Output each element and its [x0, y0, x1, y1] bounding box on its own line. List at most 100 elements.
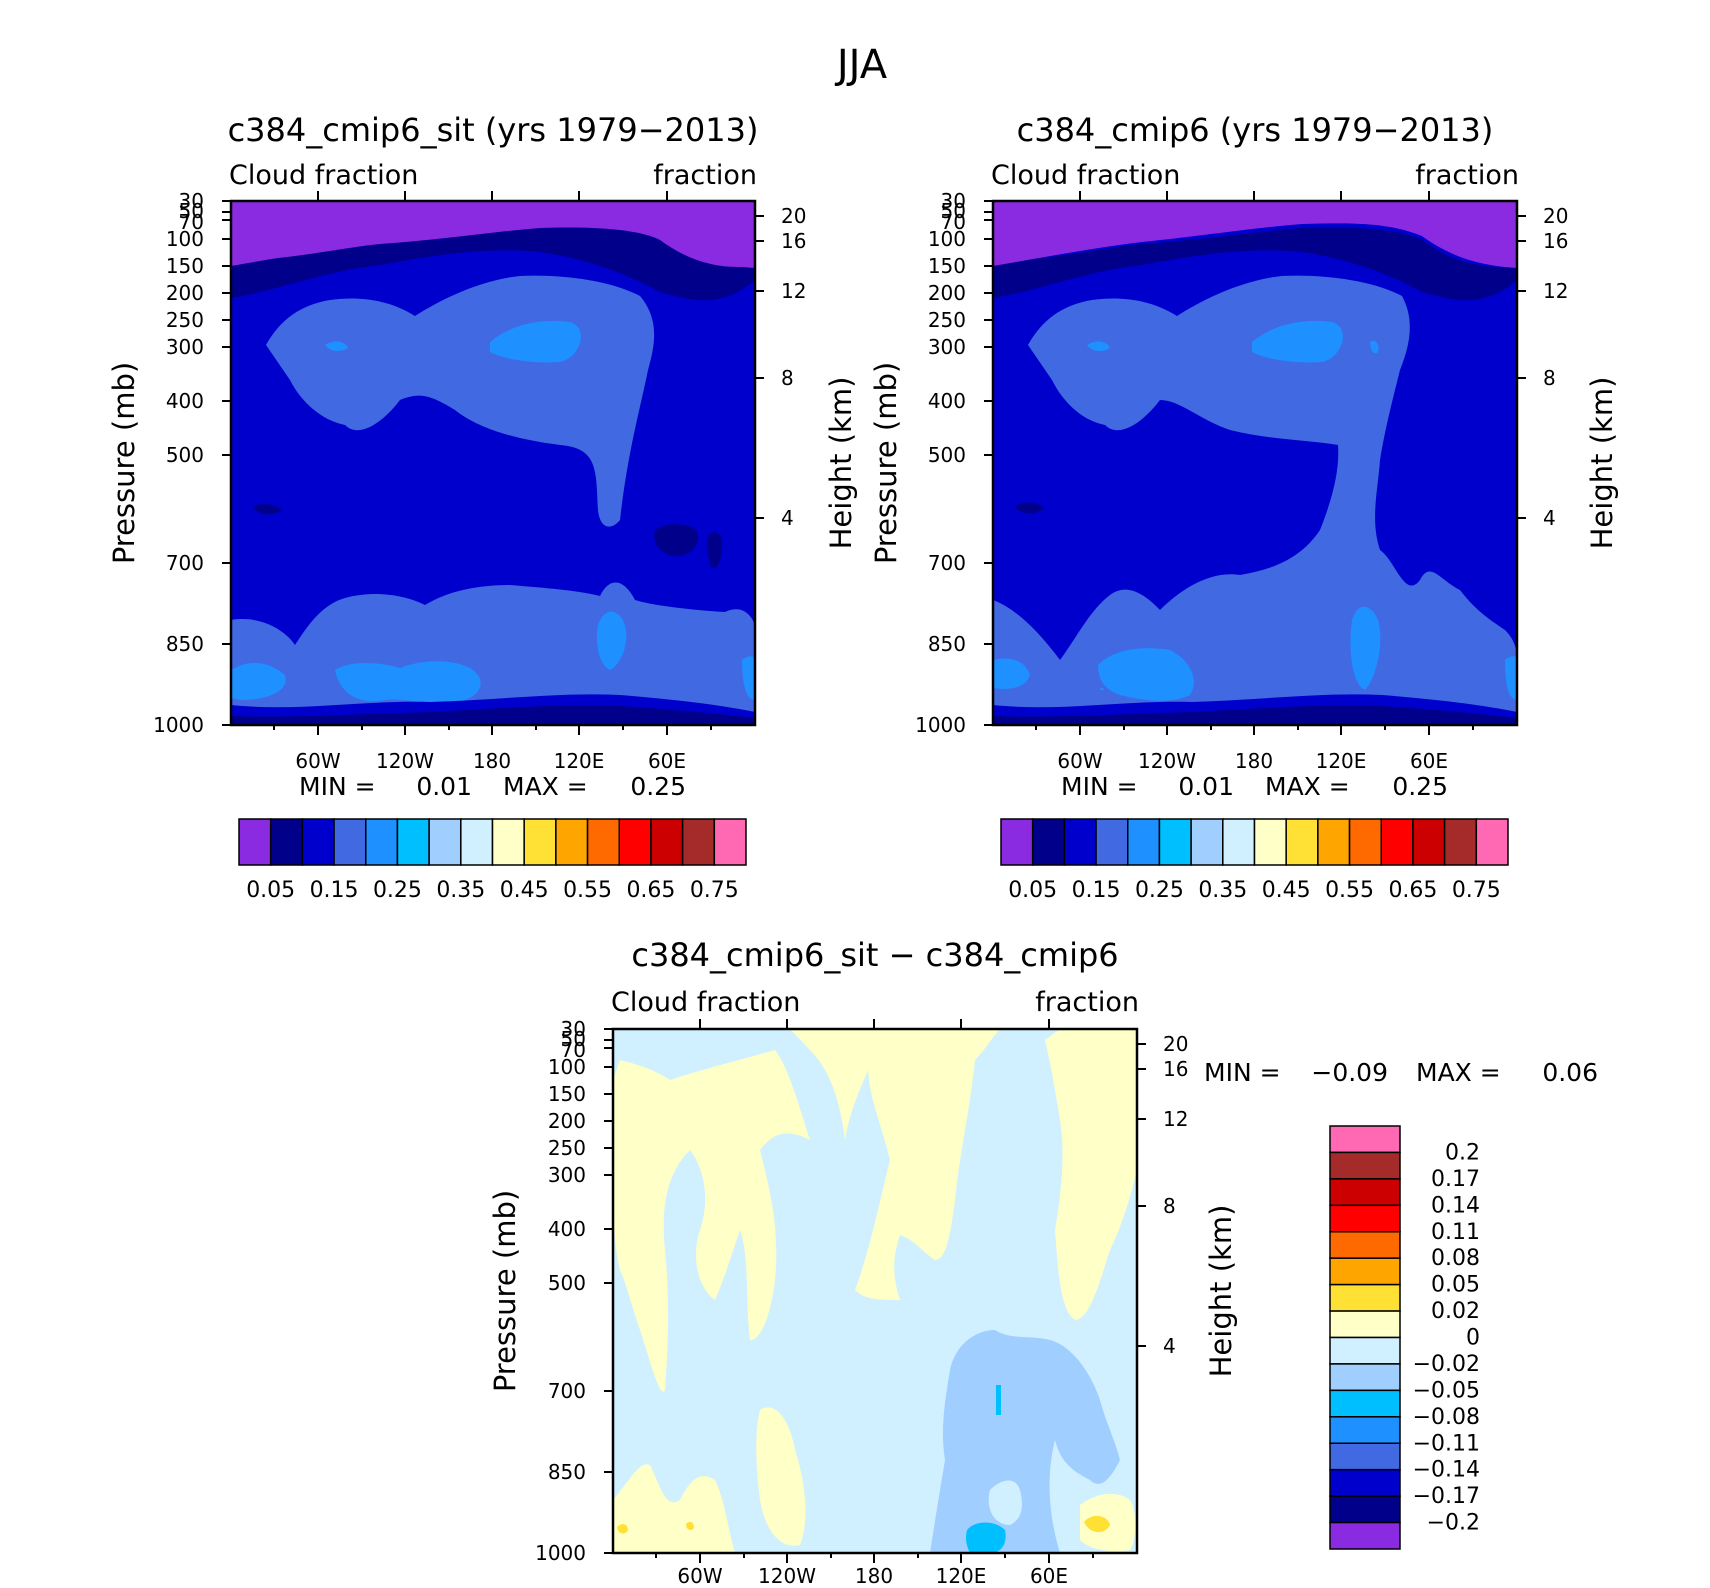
colorbar-swatch: [618, 818, 652, 866]
max-label: MAX =: [1416, 1058, 1501, 1087]
colorbar-label: −0.2: [1427, 1511, 1480, 1536]
colorbar-label: 0.14: [1431, 1193, 1480, 1218]
xtick: 120W: [758, 1564, 816, 1588]
y2-axis-label: Height (km): [824, 377, 858, 550]
ytick: 200: [166, 281, 204, 305]
xtick: 120E: [554, 749, 605, 773]
y2tick: 4: [781, 506, 794, 530]
colorbar-swatch: [1329, 1363, 1401, 1392]
colorbar: 0.05 0.15 0.25 0.35 0.45 0.55 0.65 0.75: [238, 818, 747, 903]
colorbar-swatch: [1095, 818, 1129, 866]
ytick: 100: [166, 227, 204, 251]
colorbar-swatch: [1329, 1389, 1401, 1418]
xtick: 120W: [1138, 749, 1196, 773]
colorbar-swatch: [365, 818, 399, 866]
contour-field: [231, 201, 755, 725]
y2tick: 20: [1163, 1032, 1188, 1056]
ytick: 850: [166, 632, 204, 656]
colorbar-swatch: [1285, 818, 1319, 866]
colorbar-label: 0: [1466, 1326, 1480, 1351]
colorbar-label: 0.15: [1072, 878, 1121, 903]
ytick: 700: [166, 551, 204, 575]
xtick: 180: [1235, 749, 1273, 773]
ytick: 100: [548, 1055, 586, 1079]
y-axis-label: Pressure (mb): [107, 362, 141, 564]
y2tick: 20: [781, 204, 806, 228]
colorbar-swatch: [1158, 818, 1192, 866]
colorbar-label: 0.45: [1262, 878, 1311, 903]
colorbar-label: 0.15: [310, 878, 359, 903]
colorbar-label: −0.11: [1413, 1431, 1480, 1456]
colorbar-swatch: [1329, 1468, 1401, 1497]
colorbar-swatch: [1222, 818, 1256, 866]
ytick: 1000: [915, 713, 966, 737]
min-label: MIN =: [1204, 1058, 1281, 1087]
ytick: 300: [548, 1163, 586, 1187]
min-value: −0.09: [1311, 1058, 1388, 1087]
colorbar-swatch: [396, 818, 430, 866]
colorbar-label: −0.17: [1413, 1484, 1480, 1509]
colorbar-swatch: [1329, 1495, 1401, 1524]
ytick: 200: [548, 1109, 586, 1133]
colorbar-label: 0.45: [500, 878, 549, 903]
ytick: 850: [548, 1460, 586, 1484]
xtick: 120W: [376, 749, 434, 773]
y2tick: 16: [1543, 229, 1568, 253]
colorbar-label: −0.02: [1413, 1352, 1480, 1377]
max-value: 0.06: [1542, 1058, 1598, 1087]
y2tick: 4: [1543, 506, 1556, 530]
panel-title: c384_cmip6 (yrs 1979−2013): [1017, 111, 1494, 149]
min-value: 0.01: [1178, 772, 1234, 801]
y2-axis-label: Height (km): [1585, 377, 1619, 550]
colorbar-label: 0.05: [246, 878, 295, 903]
ytick: 400: [166, 389, 204, 413]
xtick: 60W: [295, 749, 340, 773]
colorbar-swatch: [1329, 1257, 1401, 1286]
colorbar-label: −0.08: [1413, 1405, 1480, 1430]
max-value: 0.25: [1392, 772, 1448, 801]
xtick: 60E: [648, 749, 686, 773]
y2tick: 12: [1543, 279, 1568, 303]
y2tick: 20: [1543, 204, 1568, 228]
xtick: 180: [473, 749, 511, 773]
contour-field: [613, 1029, 1137, 1553]
colorbar-swatch: [428, 818, 462, 866]
colorbar-label: 0.75: [1452, 878, 1501, 903]
colorbar-label: 0.55: [1325, 878, 1374, 903]
ytick: 400: [548, 1217, 586, 1241]
panel-c384-cmip6: c384_cmip6 (yrs 1979−2013) Cloud fractio…: [869, 111, 1619, 903]
colorbar-swatch: [555, 818, 589, 866]
figure-title: JJA: [834, 42, 888, 88]
xtick: 120E: [936, 1564, 987, 1588]
max-value: 0.25: [630, 772, 686, 801]
ytick: 150: [928, 254, 966, 278]
colorbar-label: 0.35: [1198, 878, 1247, 903]
ytick: 700: [548, 1379, 586, 1403]
colorbar-swatch: [333, 818, 367, 866]
colorbar-swatch: [269, 818, 304, 866]
colorbar-label: −0.05: [1413, 1378, 1480, 1403]
ytick: 50: [561, 1027, 586, 1051]
colorbar-swatch: [1329, 1310, 1401, 1339]
ytick: 1000: [153, 713, 204, 737]
colorbar-swatch: [1475, 818, 1509, 866]
ytick: 500: [928, 443, 966, 467]
colorbar-swatch: [1380, 818, 1414, 866]
colorbar-swatch: [238, 818, 272, 866]
ytick: 250: [928, 308, 966, 332]
colorbar-label: 0.25: [1135, 878, 1184, 903]
colorbar-swatch: [1190, 818, 1224, 866]
colorbar-label: 0.05: [1431, 1273, 1480, 1298]
colorbar-swatch: [650, 818, 684, 866]
colorbar-swatch: [1127, 818, 1161, 866]
colorbar-label: 0.55: [563, 878, 612, 903]
xtick: 60E: [1410, 749, 1448, 773]
colorbar: 0.05 0.15 0.25 0.35 0.45 0.55 0.65 0.75: [1000, 818, 1509, 903]
ytick: 30: [941, 189, 966, 213]
colorbar-swatch: [1329, 1178, 1401, 1207]
colorbar-label: −0.14: [1413, 1458, 1480, 1483]
ytick: 300: [928, 335, 966, 359]
right-label: fraction: [653, 160, 757, 191]
ytick: 70: [179, 210, 204, 234]
